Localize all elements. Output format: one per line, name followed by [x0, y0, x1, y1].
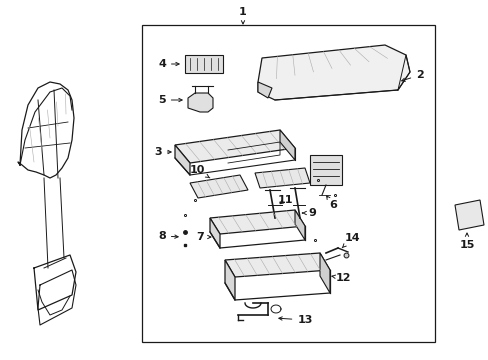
Text: 9: 9 — [302, 208, 315, 218]
Polygon shape — [319, 253, 329, 293]
Text: 7: 7 — [196, 232, 210, 242]
Polygon shape — [254, 168, 309, 188]
Text: 15: 15 — [458, 233, 474, 250]
Text: 2: 2 — [401, 70, 423, 81]
Polygon shape — [187, 93, 213, 112]
Bar — [142, 25, 434, 342]
Polygon shape — [209, 218, 220, 248]
Polygon shape — [294, 210, 305, 240]
Text: 1: 1 — [239, 7, 246, 24]
Polygon shape — [175, 145, 190, 175]
Text: 5: 5 — [158, 95, 182, 105]
Polygon shape — [209, 210, 305, 234]
Text: 13: 13 — [278, 315, 312, 325]
Text: 12: 12 — [331, 273, 350, 283]
Polygon shape — [224, 260, 235, 300]
Text: 4: 4 — [158, 59, 179, 69]
Polygon shape — [175, 130, 294, 163]
Text: 8: 8 — [158, 231, 178, 241]
Bar — [184, 55, 223, 73]
Bar — [309, 155, 341, 185]
Polygon shape — [454, 200, 483, 230]
Text: 6: 6 — [326, 196, 336, 210]
Polygon shape — [190, 175, 247, 198]
Text: 10: 10 — [189, 165, 209, 178]
Polygon shape — [224, 253, 329, 277]
Polygon shape — [258, 82, 271, 98]
Text: 3: 3 — [154, 147, 171, 157]
Text: 14: 14 — [342, 233, 359, 248]
Polygon shape — [280, 130, 294, 160]
Text: 11: 11 — [277, 195, 292, 205]
Polygon shape — [258, 45, 409, 100]
